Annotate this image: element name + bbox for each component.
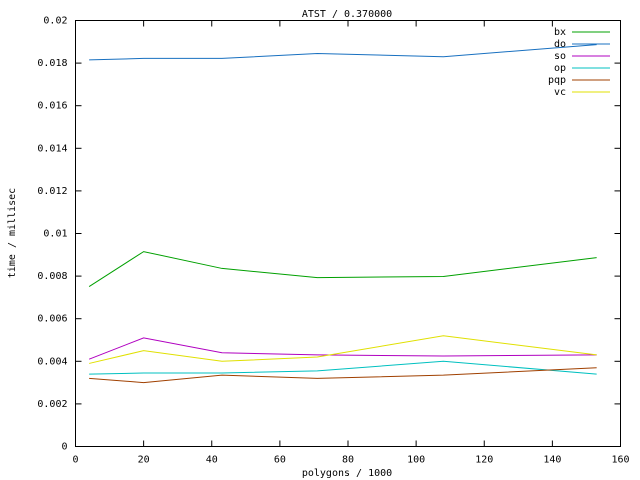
legend-label: so: [554, 51, 566, 62]
series-line: [89, 367, 597, 384]
legend-label: vc: [554, 87, 566, 98]
series-line: [89, 335, 597, 364]
x-tick-label: 120: [475, 455, 493, 466]
x-tick-label: 20: [138, 455, 150, 466]
legend-label: do: [554, 39, 566, 50]
series-line: [88, 251, 597, 287]
y-tick-label: 0.002: [37, 399, 67, 410]
x-tick-label: 160: [611, 455, 629, 466]
y-tick-label: 0.018: [37, 58, 67, 69]
x-tick-label: 0: [72, 455, 78, 466]
legend-label: op: [554, 63, 566, 74]
x-tick-label: 140: [543, 455, 561, 466]
legend-label: pqp: [548, 75, 566, 86]
x-tick-label: 60: [274, 455, 286, 466]
x-tick-label: 40: [206, 455, 218, 466]
plot-frame: [75, 20, 621, 447]
x-tick-label: 100: [407, 455, 425, 466]
x-tick-label: 80: [342, 455, 354, 466]
x-axis-label: polygons / 1000: [302, 468, 392, 479]
y-tick-label: 0.006: [37, 314, 67, 325]
y-tick-label: 0.008: [37, 271, 67, 282]
y-tick-label: 0.014: [37, 143, 67, 154]
y-tick-label: 0.016: [37, 101, 67, 112]
chart-title: ATST / 0.370000: [302, 9, 392, 20]
y-tick-label: 0.004: [37, 356, 67, 367]
y-tick-label: 0.012: [37, 186, 67, 197]
series-line: [89, 44, 597, 61]
series-line: [88, 337, 597, 360]
y-tick-label: 0.01: [43, 229, 67, 240]
legend-label: bx: [554, 27, 566, 38]
y-axis-label: time / millisec: [7, 188, 18, 278]
series-line: [89, 360, 597, 375]
y-tick-label: 0.02: [43, 16, 67, 27]
y-tick-label: 0: [61, 442, 67, 453]
